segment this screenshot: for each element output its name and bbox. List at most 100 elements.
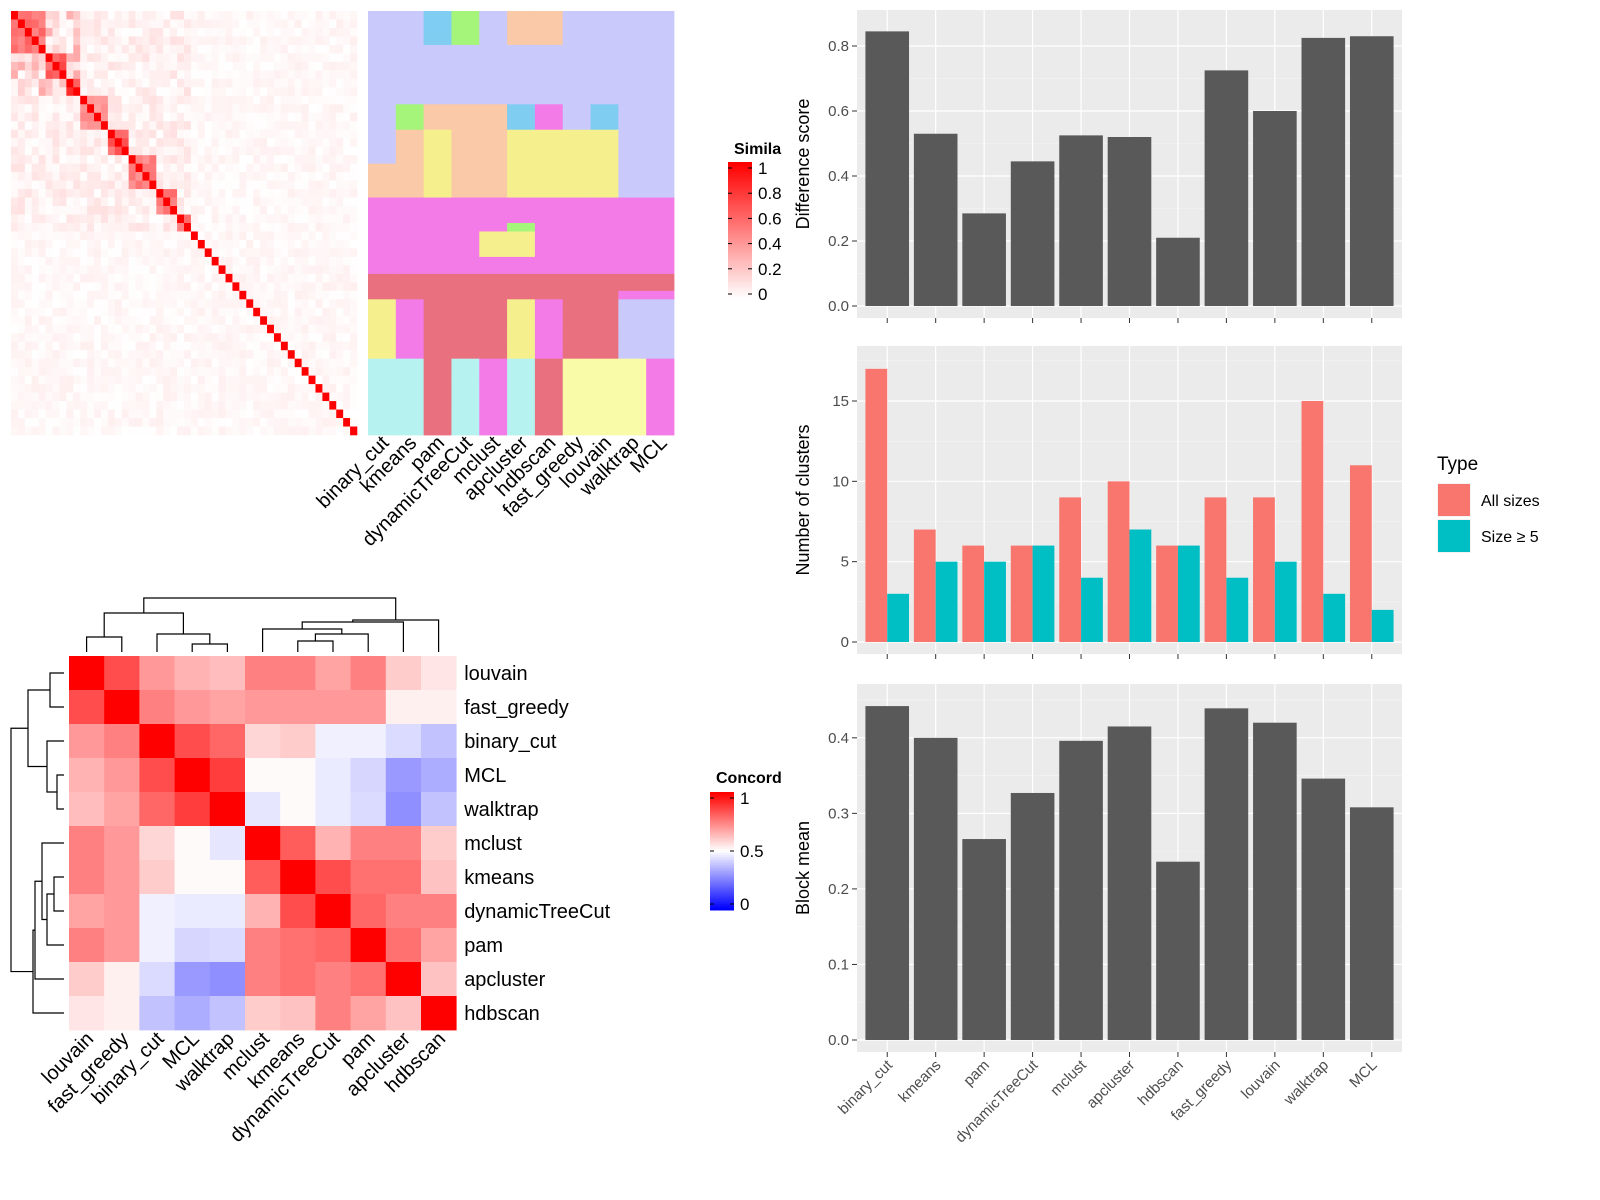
similarity-cell bbox=[45, 44, 53, 54]
similarity-cell bbox=[100, 155, 109, 164]
similarity-cell bbox=[308, 121, 316, 131]
cluster-cell bbox=[618, 418, 647, 427]
similarity-cell bbox=[156, 27, 164, 37]
similarity-cell bbox=[17, 78, 26, 88]
similarity-cell bbox=[100, 418, 109, 427]
similarity-cell bbox=[287, 78, 296, 88]
similarity-cell bbox=[59, 316, 67, 326]
similarity-cell bbox=[73, 163, 81, 173]
similarity-cell bbox=[350, 418, 358, 427]
similarity-cell bbox=[45, 316, 53, 326]
similarity-cell bbox=[225, 418, 233, 427]
similarity-cell bbox=[45, 307, 53, 317]
similarity-cell bbox=[38, 282, 46, 292]
similarity-cell bbox=[197, 129, 206, 139]
similarity-cell bbox=[336, 426, 344, 436]
similarity-cell bbox=[211, 53, 219, 63]
similarity-cell bbox=[350, 87, 358, 97]
concordance-legend-swatch bbox=[710, 902, 734, 905]
similarity-cell bbox=[301, 180, 309, 190]
similarity-cell bbox=[163, 341, 171, 351]
similarity-cell bbox=[142, 418, 150, 427]
similarity-cell bbox=[38, 333, 46, 343]
similarity-cell bbox=[253, 401, 261, 410]
cluster-cell bbox=[507, 401, 536, 410]
cluster-cell bbox=[423, 384, 452, 393]
similarity-cell bbox=[218, 223, 226, 232]
similarity-cell bbox=[121, 401, 129, 410]
similarity-cell bbox=[45, 282, 53, 292]
cluster-cell bbox=[451, 418, 480, 427]
similarity-cell bbox=[253, 19, 261, 29]
cluster-cell bbox=[562, 358, 591, 368]
similarity-cell bbox=[11, 248, 19, 258]
similarity-cell bbox=[350, 53, 358, 63]
cluster-cell bbox=[423, 231, 452, 241]
similarity-cell bbox=[232, 290, 240, 300]
similarity-cell bbox=[336, 392, 344, 402]
similarity-cell bbox=[287, 392, 296, 402]
similarity-cell bbox=[294, 36, 302, 46]
similarity-legend-swatch bbox=[728, 166, 752, 170]
similarity-cell bbox=[170, 155, 178, 164]
cluster-cell bbox=[507, 11, 536, 20]
similarity-cell bbox=[135, 163, 143, 173]
concordance-legend-swatch bbox=[710, 874, 734, 878]
similarity-cell bbox=[94, 27, 102, 37]
concordance-legend-swatch bbox=[710, 856, 734, 860]
similarity-cell bbox=[135, 333, 143, 343]
concordance-row-label: mclust bbox=[464, 833, 522, 855]
cluster-cell bbox=[423, 78, 452, 88]
similarity-cell bbox=[52, 367, 60, 376]
similarity-cell bbox=[218, 307, 226, 317]
similarity-cell bbox=[24, 104, 33, 114]
similarity-cell bbox=[142, 155, 150, 164]
similarity-cell bbox=[128, 384, 136, 393]
similarity-cell bbox=[301, 256, 309, 266]
cluster-cell bbox=[507, 333, 536, 343]
similarity-cell bbox=[142, 426, 150, 436]
similarity-cell bbox=[322, 307, 330, 317]
similarity-cell bbox=[17, 341, 26, 351]
cluster-cell bbox=[395, 87, 425, 97]
similarity-cell bbox=[190, 180, 199, 190]
similarity-cell bbox=[260, 138, 268, 147]
similarity-cell bbox=[239, 138, 247, 147]
similarity-cell bbox=[301, 112, 309, 122]
similarity-legend-swatch bbox=[728, 274, 752, 278]
cluster-cell bbox=[507, 418, 536, 427]
cluster-cell bbox=[534, 384, 564, 393]
cluster-cell bbox=[507, 282, 536, 292]
similarity-cell bbox=[59, 358, 67, 368]
cluster-cell bbox=[618, 78, 647, 88]
cluster-cell bbox=[395, 392, 425, 402]
similarity-cell bbox=[142, 180, 150, 190]
similarity-cell bbox=[11, 163, 19, 173]
concordance-legend-swatch bbox=[710, 817, 734, 821]
similarity-cell bbox=[100, 341, 109, 351]
cluster-cell bbox=[479, 358, 508, 368]
concordance-cell bbox=[174, 724, 211, 759]
similarity-cell bbox=[128, 358, 136, 368]
cluster-cell bbox=[590, 248, 619, 258]
similarity-cell bbox=[45, 409, 53, 419]
similarity-cell bbox=[273, 426, 282, 436]
similarity-cell bbox=[197, 392, 206, 402]
similarity-cell bbox=[177, 44, 185, 54]
cluster-cell bbox=[479, 299, 508, 309]
concordance-cell bbox=[209, 656, 246, 691]
similarity-cell bbox=[87, 19, 95, 29]
similarity-cell bbox=[301, 299, 309, 309]
similarity-cell bbox=[315, 61, 323, 71]
similarity-cell bbox=[287, 11, 296, 20]
similarity-cell bbox=[52, 61, 60, 71]
similarity-cell bbox=[218, 19, 226, 29]
similarity-cell bbox=[267, 239, 275, 249]
similarity-cell bbox=[142, 239, 150, 249]
similarity-cell bbox=[114, 248, 123, 258]
cluster-cell bbox=[395, 112, 425, 122]
y-tick-label: 0.3 bbox=[828, 805, 849, 822]
similarity-cell bbox=[80, 409, 88, 419]
cluster-cell bbox=[395, 418, 425, 427]
similarity-cell bbox=[301, 367, 309, 376]
